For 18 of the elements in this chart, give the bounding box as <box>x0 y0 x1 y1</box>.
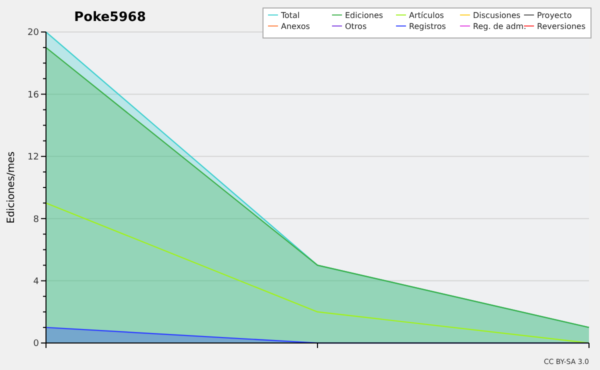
legend-label: Ediciones <box>345 10 384 20</box>
legend-label: Anexos <box>281 22 310 31</box>
legend-label: Proyecto <box>537 10 572 20</box>
legend-label: Reg. de adm. <box>473 22 526 31</box>
legend-label: Registros <box>409 22 446 31</box>
y-axis-title: Ediciones/mes <box>6 151 17 224</box>
y-tick-label: 12 <box>28 152 39 163</box>
legend-label: Total <box>280 10 300 20</box>
legend-label: Otros <box>345 22 367 31</box>
legend-label: Discusiones <box>473 10 520 20</box>
y-tick-label: 0 <box>33 339 40 350</box>
y-tick-label: 4 <box>33 276 40 287</box>
chart-title: Poke5968 <box>74 10 146 25</box>
y-tick-label: 8 <box>33 214 40 225</box>
y-tick-label: 16 <box>28 90 40 100</box>
y-tick-label: 20 <box>28 28 40 38</box>
legend-label: Reversiones <box>537 22 586 31</box>
legend-label: Artículos <box>409 10 444 20</box>
